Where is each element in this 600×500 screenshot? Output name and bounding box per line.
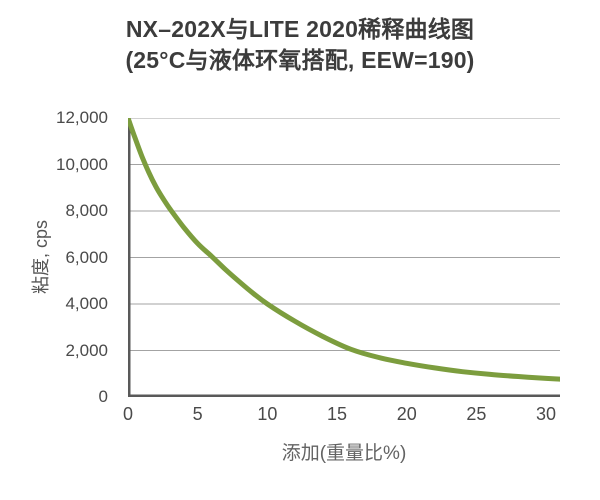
- y-tick-label: 10,000: [56, 154, 108, 174]
- y-tick-label: 4,000: [65, 294, 108, 313]
- x-tick-label: 20: [396, 404, 417, 424]
- y-axis-tick-labels: 0 2,000 4,000 6,000 8,000 10,000 12,000: [0, 108, 118, 406]
- chart-title-line2: (25°C与液体环氧搭配, EEW=190): [125, 47, 475, 73]
- chart-title: NX–202X与LITE 2020稀释曲线图 (25°C与液体环氧搭配, EEW…: [0, 14, 600, 76]
- x-tick-label: 15: [327, 404, 348, 424]
- y-tick-label: 2,000: [65, 340, 108, 360]
- x-tick-label: 30: [536, 404, 557, 424]
- plot-area: [128, 118, 560, 397]
- x-tick-label: 0: [122, 404, 134, 424]
- y-tick-label: 6,000: [65, 247, 108, 267]
- y-tick-label: 8,000: [65, 201, 108, 220]
- x-axis-tick-labels: 0 5 10 15 20 25 30: [123, 404, 560, 428]
- dilution-curve: [128, 118, 560, 382]
- y-tick-label: 0: [98, 387, 108, 406]
- x-tick-label: 25: [466, 404, 487, 424]
- chart-title-line1: NX–202X与LITE 2020稀释曲线图: [125, 16, 475, 42]
- x-tick-label: 10: [257, 404, 278, 424]
- x-axis-title: 添加(重量比%): [281, 443, 407, 464]
- x-tick-label: 5: [192, 404, 203, 424]
- y-tick-label: 12,000: [56, 108, 108, 127]
